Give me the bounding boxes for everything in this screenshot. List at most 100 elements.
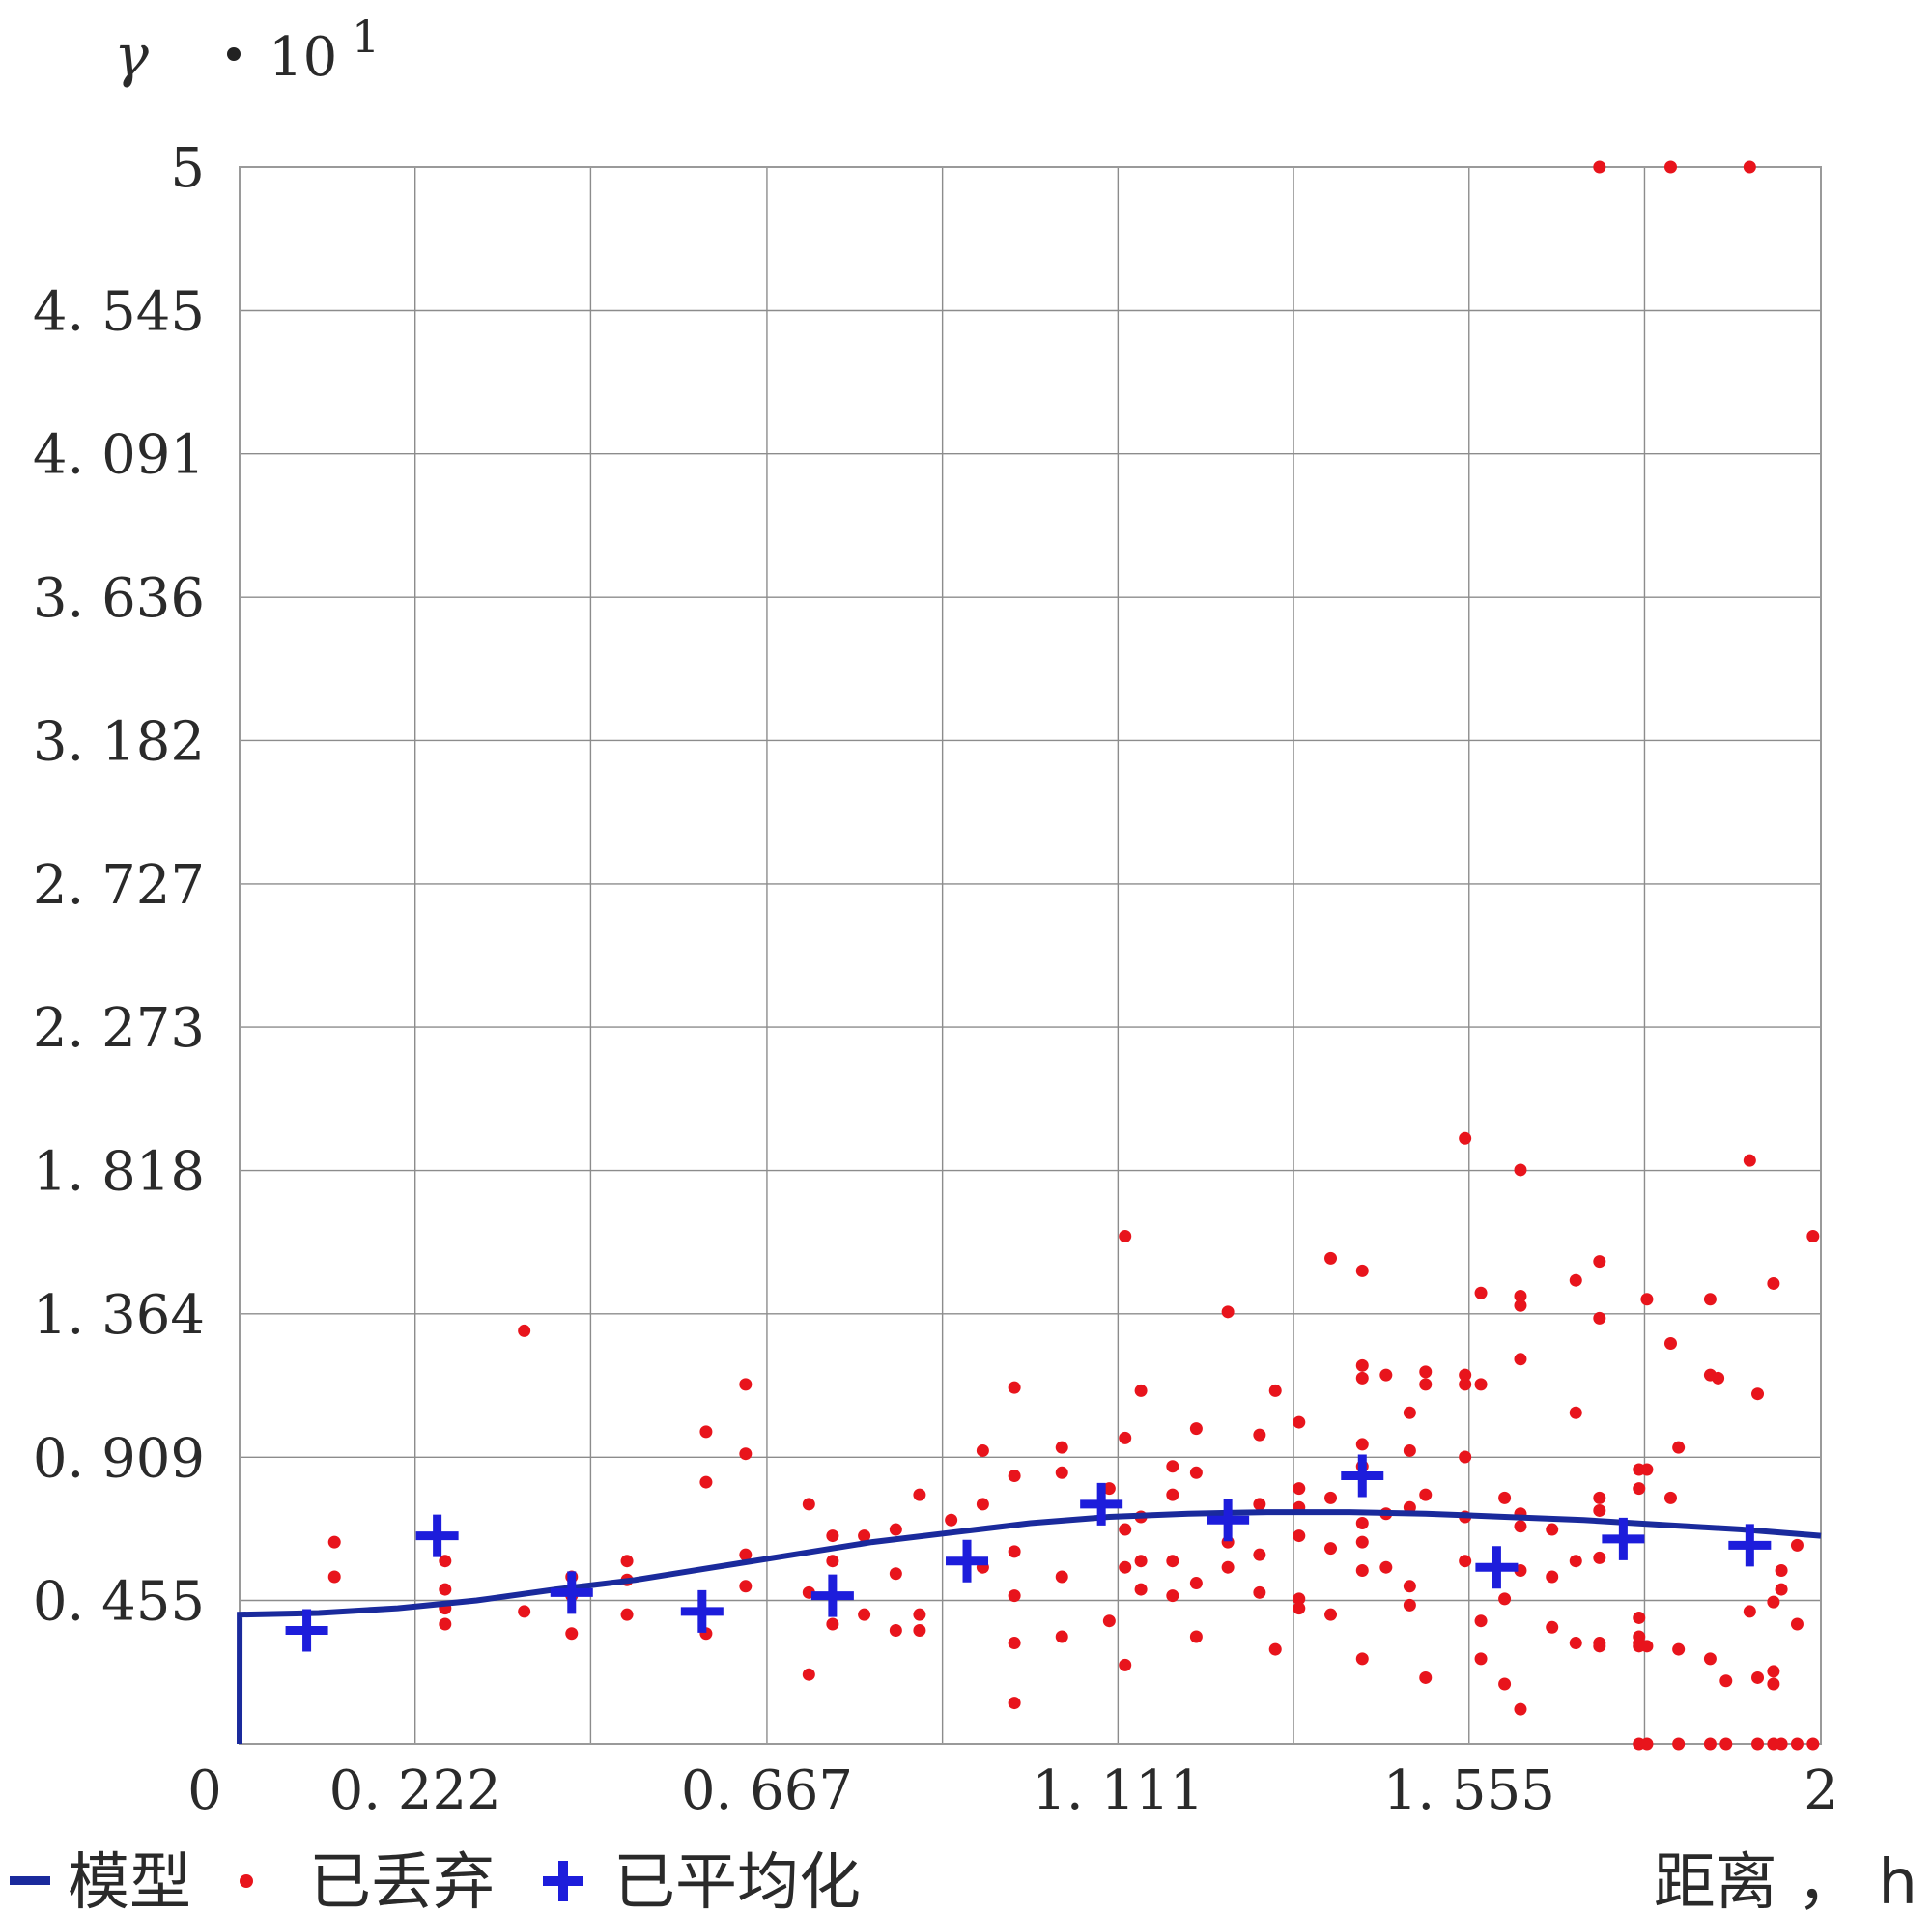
discarded-point [1419, 1488, 1433, 1501]
averaged-point [1602, 1517, 1645, 1560]
discarded-point [1355, 1563, 1369, 1577]
discarded-point [1166, 1460, 1179, 1473]
discarded-point [913, 1488, 926, 1501]
discarded-point [739, 1548, 753, 1561]
y-tick-label: 1. 818 [33, 1141, 205, 1204]
discarded-point [826, 1555, 839, 1568]
y-tick-label: 5 [170, 137, 205, 200]
discarded-point [1672, 1737, 1686, 1751]
discarded-point [1743, 160, 1756, 174]
discarded-point [1355, 1652, 1369, 1666]
x-tick-label: 1. 555 [1383, 1759, 1555, 1822]
discarded-point [1663, 160, 1677, 174]
discarded-point [439, 1555, 452, 1568]
discarded-point [1703, 1293, 1717, 1306]
discarded-point [739, 1378, 753, 1391]
discarded-point [1775, 1583, 1788, 1596]
y-axis-scale-base: 10 [269, 26, 337, 89]
discarded-point [1546, 1570, 1559, 1584]
discarded-point [889, 1623, 902, 1637]
discarded-point [1593, 1640, 1606, 1653]
discarded-point [699, 1475, 713, 1489]
x-tick-label: 2 [1804, 1759, 1838, 1822]
discarded-point [1593, 1255, 1606, 1269]
discarded-point [1419, 1378, 1433, 1391]
discarded-point [1403, 1443, 1416, 1457]
y-tick-label: 3. 636 [33, 567, 205, 630]
discarded-point [1593, 1503, 1606, 1517]
y-tick-label: 2. 727 [33, 854, 205, 917]
discarded-point [1751, 1670, 1765, 1684]
discarded-point [1134, 1555, 1148, 1568]
discarded-point [1790, 1617, 1804, 1631]
discarded-point [1419, 1670, 1433, 1684]
y-tick-label: 3. 182 [33, 710, 205, 773]
discarded-point [1743, 1605, 1756, 1618]
legend-discarded-swatch [240, 1874, 253, 1888]
discarded-point [565, 1627, 579, 1641]
x-tick-label: 1. 111 [1032, 1759, 1204, 1822]
discarded-point [1119, 1431, 1132, 1444]
discarded-point [1119, 1658, 1132, 1671]
discarded-point [1474, 1378, 1488, 1391]
discarded-point [802, 1498, 815, 1511]
discarded-point [1775, 1563, 1788, 1577]
discarded-point [1498, 1592, 1512, 1606]
discarded-point [1166, 1589, 1179, 1603]
x-axis-tick-labels: 0 0. 222 0. 667 1. 111 1. 555 2 [187, 1759, 1838, 1822]
y-axis-symbol: γ [114, 22, 149, 90]
x-tick-label: 0. 222 [329, 1759, 501, 1822]
discarded-point [739, 1447, 753, 1461]
discarded-point [1166, 1488, 1179, 1501]
discarded-point [620, 1555, 634, 1568]
discarded-point [1751, 1387, 1765, 1401]
legend-averaged-swatch [543, 1861, 583, 1901]
discarded-point [1672, 1441, 1686, 1454]
discarded-point [1403, 1580, 1416, 1593]
discarded-point [1119, 1229, 1132, 1242]
y-tick-label: 2. 273 [33, 997, 205, 1060]
discarded-point [439, 1617, 452, 1631]
discarded-point [889, 1567, 902, 1581]
discarded-point [1514, 1702, 1527, 1716]
discarded-point [1253, 1548, 1266, 1561]
averaged-point [285, 1609, 328, 1652]
discarded-point [1719, 1737, 1733, 1751]
discarded-point [1459, 1450, 1472, 1464]
discarded-point [1324, 1542, 1338, 1556]
discarded-point [1514, 1163, 1527, 1177]
averaged-point [1341, 1454, 1384, 1498]
discarded-point [1355, 1264, 1369, 1277]
averaged-point [1728, 1524, 1772, 1567]
discarded-point [1102, 1482, 1116, 1496]
legend-model-swatch [10, 1876, 50, 1885]
discarded-point [1806, 1737, 1820, 1751]
discarded-point [1459, 1131, 1472, 1145]
discarded-point [1498, 1491, 1512, 1504]
discarded-point [1633, 1482, 1646, 1496]
discarded-point [1403, 1406, 1416, 1419]
discarded-point [1514, 1290, 1527, 1303]
averaged-point [1207, 1499, 1250, 1542]
discarded-point [1293, 1602, 1306, 1615]
plot-area-frame [239, 166, 1822, 1745]
discarded-point [1569, 1406, 1582, 1419]
averaged-point [810, 1574, 854, 1617]
discarded-point [1703, 1737, 1717, 1751]
discarded-point [620, 1608, 634, 1621]
discarded-point [1593, 1311, 1606, 1325]
discarded-point [1324, 1491, 1338, 1504]
discarded-point [1355, 1517, 1369, 1530]
grid-lines [239, 166, 1822, 1745]
model-curve [237, 1509, 1822, 1745]
discarded-point [1593, 160, 1606, 174]
averaged-point [1475, 1546, 1519, 1589]
discarded-point [1593, 1551, 1606, 1564]
discarded-point [1008, 1381, 1021, 1394]
discarded-point [1355, 1535, 1369, 1549]
discarded-point [1189, 1630, 1203, 1643]
y-axis-tick-labels: 0. 455 0. 909 1. 364 1. 818 2. 273 2. 727 3. 1… [33, 137, 205, 1633]
discarded-point [1640, 1640, 1654, 1653]
legend-averaged-label: 已平均化 [613, 1847, 861, 1913]
discarded-point [1324, 1608, 1338, 1621]
